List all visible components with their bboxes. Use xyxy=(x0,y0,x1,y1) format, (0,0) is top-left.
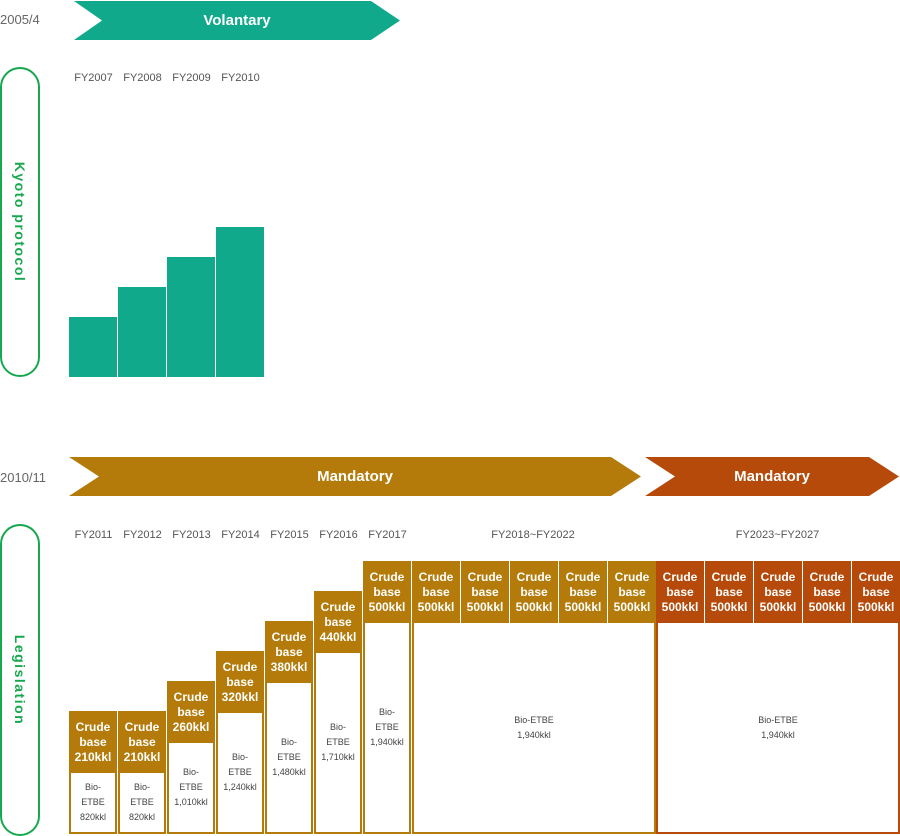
crude-base-box: Crude base 500kkl xyxy=(852,561,900,623)
bio-etbe-box: Bio- ETBE 820kkl xyxy=(118,773,166,834)
mandatory-date: 2010/11 xyxy=(0,470,47,485)
mandatory-label-1: Mandatory xyxy=(317,468,393,485)
crude-base-box: Crude base 500kkl xyxy=(559,561,607,623)
legislation-side-pill: Legislation xyxy=(0,524,40,836)
kyoto-bar xyxy=(69,317,117,377)
crude-base-box: Crude base 210kkl xyxy=(69,711,117,773)
legislation-year-label: FY2016 xyxy=(319,529,358,541)
crude-base-box: Crude base 500kkl xyxy=(412,561,460,623)
kyoto-year-label: FY2007 xyxy=(74,72,113,84)
crude-base-box: Crude base 260kkl xyxy=(167,681,215,743)
bio-etbe-box: Bio- ETBE 1,480kkl xyxy=(265,683,313,834)
bio-etbe-box: Bio- ETBE 1,010kkl xyxy=(167,743,215,834)
bio-etbe-box: Bio- ETBE 1,940kkl xyxy=(363,623,411,834)
crude-base-box: Crude base 500kkl xyxy=(803,561,851,623)
kyoto-bar xyxy=(118,287,166,377)
legislation-range-1-label: FY2018~FY2022 xyxy=(491,529,575,541)
crude-base-box: Crude base 500kkl xyxy=(461,561,509,623)
bio-etbe-range-1-box: Bio-ETBE 1,940kkl xyxy=(412,623,656,834)
crude-base-box: Crude base 500kkl xyxy=(510,561,558,623)
legislation-range-2-label: FY2023~FY2027 xyxy=(735,529,820,541)
legislation-year-label: FY2012 xyxy=(123,529,162,541)
crude-base-box: Crude base 500kkl xyxy=(656,561,704,623)
bio-etbe-range-2-box: Bio-ETBE 1,940kkl xyxy=(656,623,900,834)
legislation-year-label: FY2014 xyxy=(221,529,260,541)
kyoto-year-label: FY2009 xyxy=(172,72,211,84)
crude-base-box: Crude base 380kkl xyxy=(265,621,313,683)
mandatory-arrow-1: Mandatory xyxy=(69,457,641,496)
kyoto-bar xyxy=(216,227,264,377)
crude-base-box: Crude base 210kkl xyxy=(118,711,166,773)
legislation-year-label: FY2011 xyxy=(74,529,113,541)
crude-base-box: Crude base 500kkl xyxy=(608,561,656,623)
crude-base-box: Crude base 500kkl xyxy=(363,561,411,623)
mandatory-arrow-2: Mandatory xyxy=(645,457,899,496)
kyoto-year-label: FY2010 xyxy=(221,72,260,84)
voluntary-label: Volantary xyxy=(203,12,271,29)
kyoto-year-label: FY2008 xyxy=(123,72,162,84)
voluntary-arrow: Volantary xyxy=(74,1,400,40)
crude-base-box: Crude base 500kkl xyxy=(705,561,753,623)
legislation-year-label: FY2013 xyxy=(172,529,211,541)
crude-base-box: Crude base 320kkl xyxy=(216,651,264,713)
kyoto-side-pill: Kyoto protocol xyxy=(0,67,40,377)
legislation-year-label: FY2015 xyxy=(270,529,309,541)
kyoto-label: Kyoto protocol xyxy=(12,161,28,283)
legislation-year-label: FY2017 xyxy=(368,529,407,541)
voluntary-date: 2005/4 xyxy=(0,12,40,27)
crude-base-box: Crude base 440kkl xyxy=(314,591,362,653)
bio-etbe-box: Bio- ETBE 820kkl xyxy=(69,773,117,834)
kyoto-bar xyxy=(167,257,215,377)
legislation-label: Legislation xyxy=(12,634,28,726)
bio-etbe-box: Bio- ETBE 1,240kkl xyxy=(216,713,264,834)
mandatory-label-2: Mandatory xyxy=(734,468,810,485)
bio-etbe-box: Bio- ETBE 1,710kkl xyxy=(314,653,362,834)
crude-base-box: Crude base 500kkl xyxy=(754,561,802,623)
